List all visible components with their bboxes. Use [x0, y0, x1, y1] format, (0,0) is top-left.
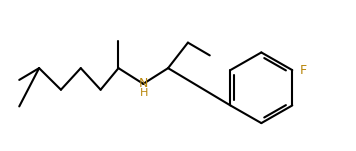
- Text: H: H: [140, 88, 148, 98]
- Text: N: N: [138, 77, 148, 90]
- Text: F: F: [300, 64, 307, 77]
